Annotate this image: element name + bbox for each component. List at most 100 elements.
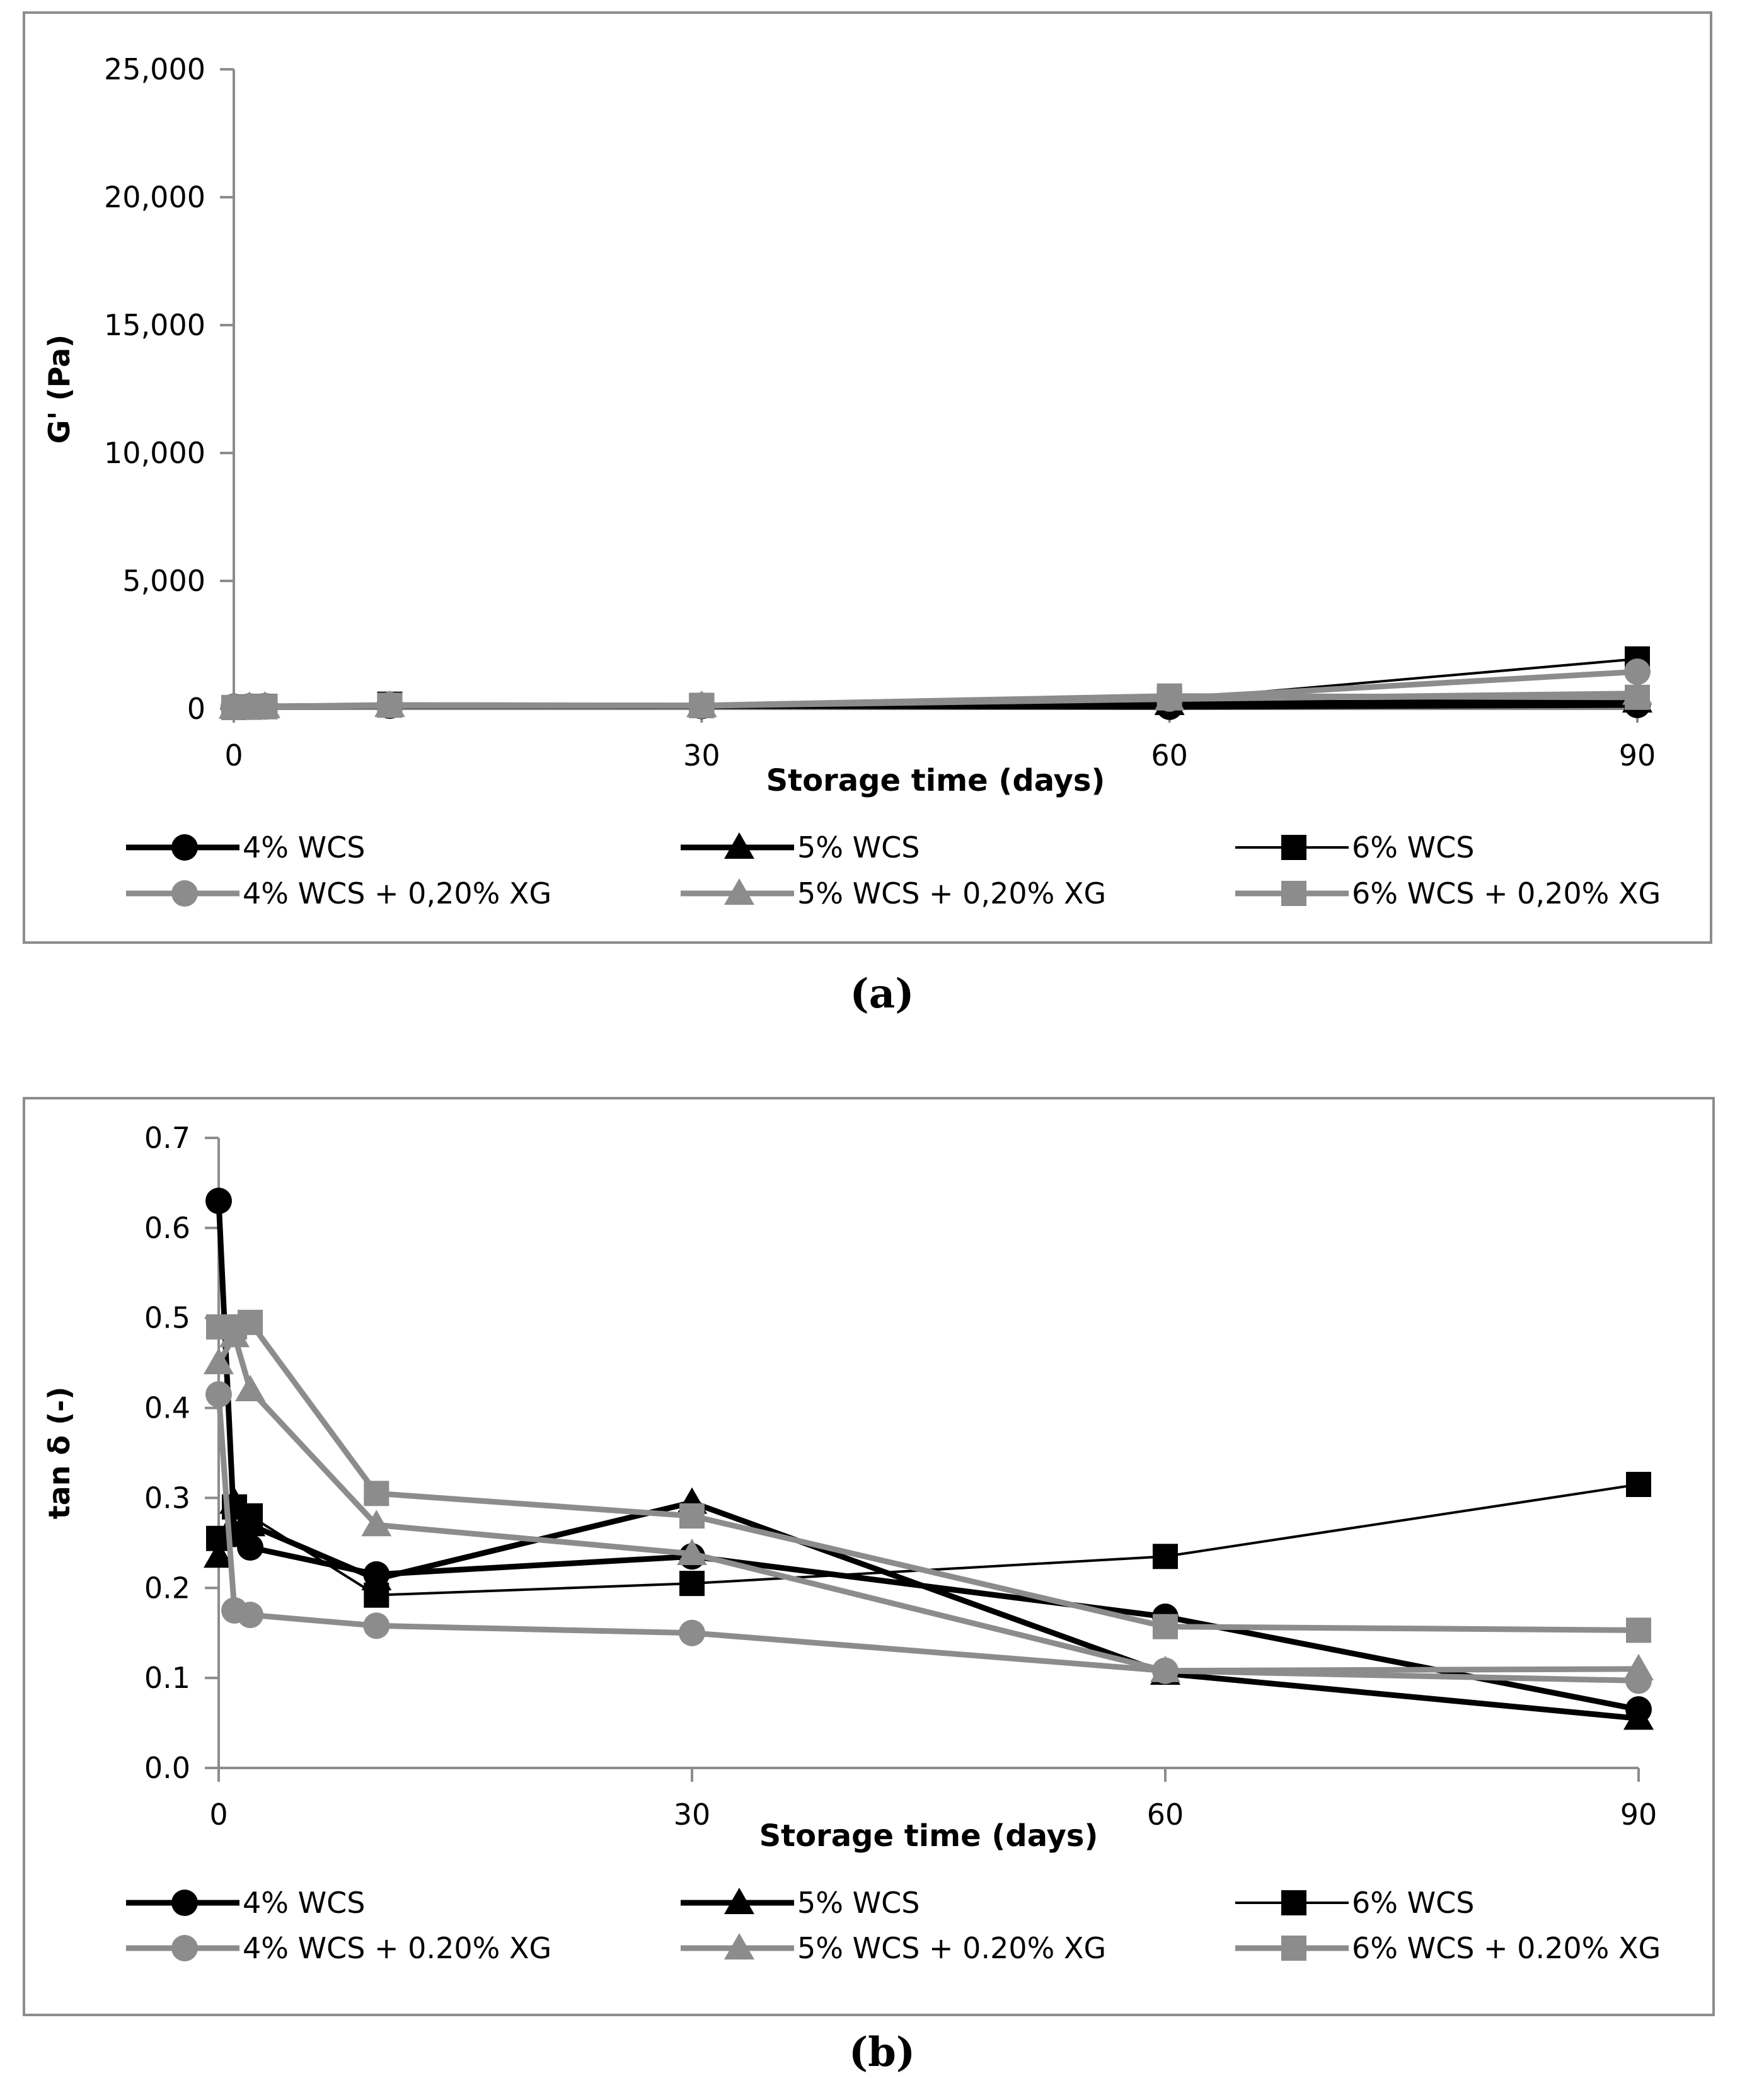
legend-label: 4% WCS: [243, 830, 365, 864]
legend-swatch-marker: [171, 1935, 198, 1961]
legend-item: 4% WCS: [126, 1886, 365, 1920]
data-point: [1626, 1472, 1651, 1497]
y-tick-label: 0.5: [144, 1301, 190, 1335]
data-point: [689, 692, 715, 718]
legend-swatch-marker: [724, 1888, 754, 1914]
y-tick-label: 5,000: [122, 564, 205, 598]
data-point: [1153, 1544, 1178, 1569]
data-point: [1626, 1617, 1651, 1643]
y-tick-label: 0.6: [144, 1211, 190, 1245]
x-axis-label: Storage time (days): [759, 1818, 1098, 1854]
chart-frame: [23, 1097, 1715, 2016]
chart-a-gprime: 0 5,000 10,000 15,000 20,000 25,000 0 30 60 90 Sto…: [23, 11, 1712, 944]
data-point: [364, 1582, 389, 1608]
data-point: [204, 1348, 234, 1375]
legend-label: 6% WCS + 0.20% XG: [1352, 1931, 1661, 1965]
x-tick-label: 30: [683, 738, 720, 772]
caption-b: (b): [848, 2029, 916, 2076]
legend-label: 4% WCS + 0,20% XG: [243, 876, 551, 910]
legend-label: 5% WCS + 0.20% XG: [797, 1931, 1106, 1965]
legend-swatch-marker: [171, 1890, 198, 1916]
data-point: [1623, 1653, 1654, 1680]
series-line: [217, 1483, 1639, 1597]
series-line: [216, 1200, 1639, 1713]
chart-b-tandelta: 0.0 0.1 0.2 0.3 0.4 0.5 0.6 0.7 0 30 60 90 Storage t…: [23, 1097, 1715, 2016]
series-6: [206, 1309, 1651, 1643]
data-point: [679, 1619, 705, 1646]
legend-swatch-marker: [724, 1933, 754, 1959]
legend-swatch-marker: [724, 878, 754, 905]
y-tick-label: 0: [187, 692, 205, 726]
series-4: [221, 658, 1651, 721]
legend-item: 6% WCS: [1235, 1886, 1474, 1920]
x-tick-label: 60: [1147, 1798, 1184, 1832]
legend-swatch-marker: [724, 832, 754, 859]
y-tick-label: 15,000: [104, 308, 205, 342]
y-tick-label: 0.4: [144, 1391, 190, 1425]
x-tick-label: 90: [1619, 738, 1656, 772]
y-tick-label: 10,000: [104, 436, 205, 470]
legend-swatch-marker: [171, 834, 198, 861]
legend-item: 5% WCS: [681, 830, 919, 864]
data-point: [377, 692, 403, 718]
data-point: [237, 1534, 264, 1561]
x-tick-label: 0: [224, 738, 243, 772]
data-point: [238, 1309, 263, 1335]
legend-swatch-marker: [1281, 881, 1306, 906]
legend-label: 6% WCS + 0,20% XG: [1352, 876, 1661, 910]
y-tick-label: 25,000: [104, 52, 205, 86]
data-point: [205, 1188, 232, 1214]
legend-label: 5% WCS + 0,20% XG: [797, 876, 1106, 910]
data-point: [1156, 683, 1182, 709]
caption-a: (a): [850, 970, 914, 1018]
legend-swatch-marker: [1281, 1936, 1306, 1961]
series-2: [204, 1487, 1654, 1730]
y-tick-label: 0.2: [144, 1571, 190, 1605]
legend-label: 6% WCS: [1352, 1886, 1474, 1920]
series-6: [221, 683, 1650, 720]
y-tick-label: 0.1: [144, 1661, 190, 1695]
x-tick-label: 60: [1151, 738, 1188, 772]
data-point: [361, 1510, 392, 1537]
data-point: [205, 1381, 232, 1408]
data-point: [1623, 1703, 1654, 1730]
legend-label: 5% WCS: [797, 830, 919, 864]
data-point: [1153, 1614, 1178, 1639]
data-point: [1150, 1655, 1180, 1682]
y-axis-label: G' (Pa): [42, 335, 76, 444]
data-point: [364, 1481, 389, 1506]
x-axis-label: Storage time (days): [766, 763, 1105, 798]
data-point: [237, 1602, 264, 1629]
y-axis-label: tan δ (-): [42, 1387, 76, 1520]
legend-item: 6% WCS + 0.20% XG: [1235, 1931, 1661, 1965]
data-point: [204, 1541, 234, 1568]
x-tick-label: 0: [209, 1798, 228, 1832]
legend-item: 5% WCS: [681, 1886, 919, 1920]
data-point: [252, 694, 278, 720]
legend-item: 6% WCS: [1235, 830, 1474, 864]
x-tick-label: 90: [1620, 1798, 1657, 1832]
data-point: [679, 1503, 705, 1529]
legend-item: 4% WCS: [126, 830, 365, 864]
data-point: [235, 1375, 266, 1401]
legend-label: 4% WCS: [243, 1886, 365, 1920]
legend-item: 4% WCS + 0.20% XG: [126, 1931, 551, 1965]
data-point: [238, 1503, 263, 1529]
y-tick-label: 0.0: [144, 1751, 190, 1785]
y-tick-label: 0.7: [144, 1121, 190, 1155]
legend-item: 6% WCS + 0,20% XG: [1235, 876, 1661, 910]
x-tick-label: 30: [674, 1798, 711, 1832]
data-point: [1624, 658, 1651, 686]
y-tick-label: 20,000: [104, 180, 205, 214]
series-line: [216, 1394, 1639, 1684]
data-point: [679, 1571, 705, 1597]
legend-item: 4% WCS + 0,20% XG: [126, 876, 551, 910]
data-point: [363, 1612, 390, 1639]
series-line: [216, 1333, 1639, 1674]
legend-swatch-marker: [171, 880, 198, 907]
data-point: [677, 1539, 707, 1565]
y-tick-label: 0.3: [144, 1481, 190, 1515]
legend-label: 5% WCS: [797, 1886, 919, 1920]
legend-label: 4% WCS + 0.20% XG: [243, 1931, 551, 1965]
